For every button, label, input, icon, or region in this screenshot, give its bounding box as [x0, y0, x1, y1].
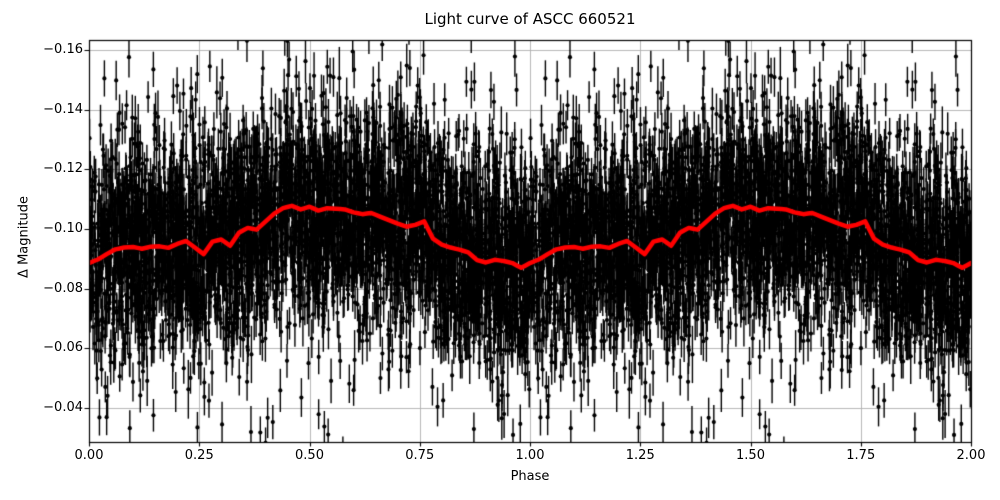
x-tick-label: 0.25: [184, 448, 214, 463]
x-tick-label: 1.25: [625, 448, 655, 463]
y-tick-label: −0.06: [43, 340, 83, 356]
y-tick-label: −0.16: [43, 42, 83, 58]
x-tick-label: 0.00: [74, 448, 104, 463]
x-tick-label: 0.75: [405, 448, 435, 463]
x-tick-label: 1.00: [515, 448, 545, 463]
x-tick-label: 0.50: [295, 448, 324, 463]
y-tick-label: −0.04: [43, 400, 83, 415]
y-tick-label: −0.08: [43, 280, 83, 296]
y-axis-label: Δ Magnitude: [16, 196, 32, 278]
y-tick-label: −0.14: [43, 101, 83, 117]
x-tick-label: 1.75: [846, 448, 876, 463]
x-tick-label: 2.00: [956, 448, 986, 463]
chart-title: Light curve of ASCC 660521: [424, 10, 636, 28]
x-tick-label: 1.50: [736, 448, 765, 463]
y-tick-label: −0.12: [43, 161, 83, 177]
x-axis-label: Phase: [510, 469, 550, 484]
y-tick-label: −0.10: [43, 221, 83, 237]
